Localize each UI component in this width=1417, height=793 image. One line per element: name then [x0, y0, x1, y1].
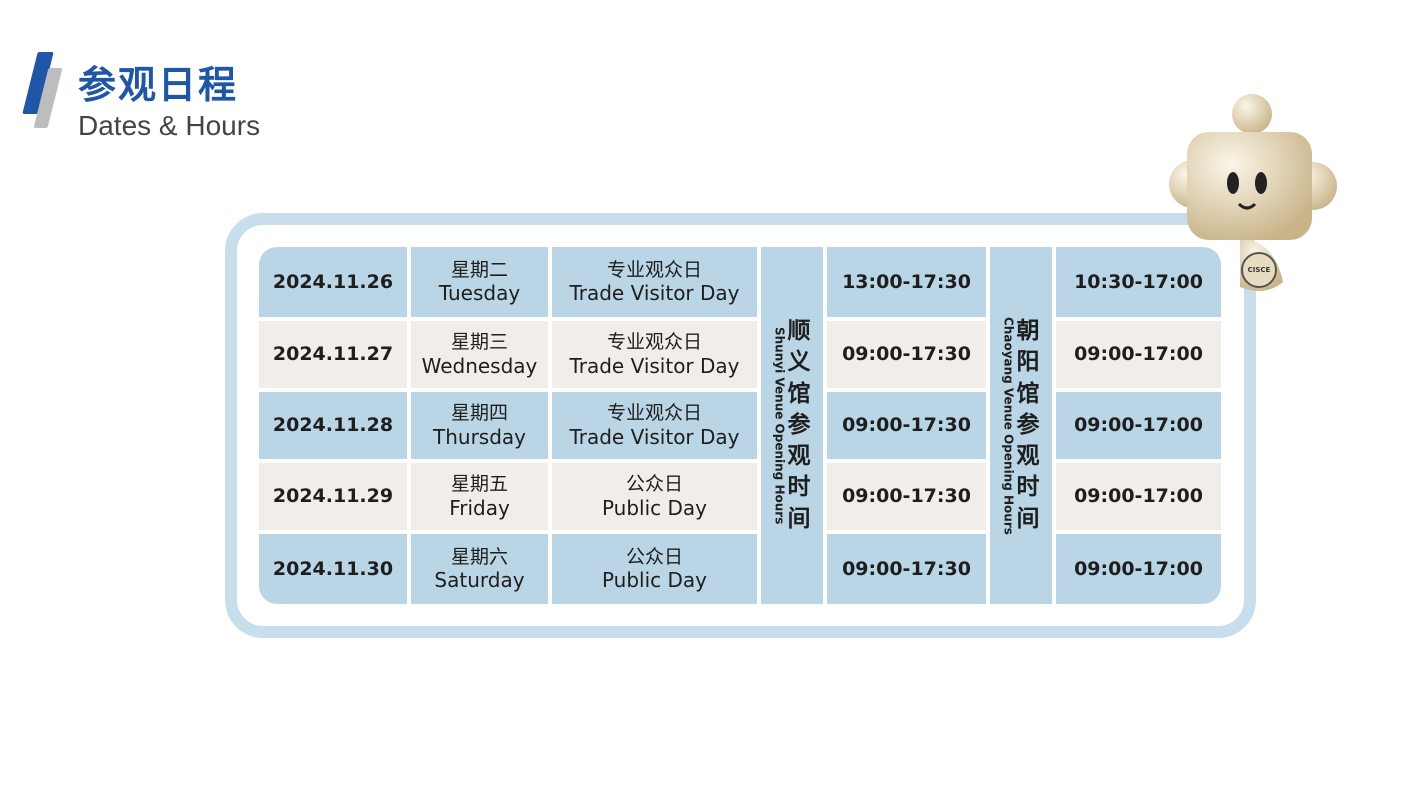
weekday-cell-text: Saturday	[434, 568, 525, 593]
schedule-table: 2024.11.26 星期二 Tuesday 专业观众日 Trade Visitor D…	[259, 247, 1221, 604]
shunyi-hours-cell: 09:00-17:30	[827, 534, 986, 604]
day-type-cell-text: 专业观众日	[606, 258, 702, 281]
label-char: 义	[787, 349, 811, 376]
label-char: 间	[787, 505, 811, 532]
label-char: 参	[1016, 411, 1040, 438]
weekday-cell: 星期三 Wednesday	[411, 321, 548, 388]
label-char: 馆	[1016, 380, 1040, 407]
mascot-image: CISCE	[1169, 94, 1337, 291]
weekday-cell: 星期四 Thursday	[411, 392, 548, 459]
weekday-cell-text: Thursday	[433, 424, 526, 449]
shunyi-hours-cell-text: 09:00-17:30	[842, 485, 971, 508]
page-title: 参观日程	[78, 63, 239, 107]
chaoyang-hours-cell-text: 10:30-17:00	[1074, 270, 1203, 293]
label-char: 顺	[787, 318, 811, 345]
chaoyang-venue-label-zh: 朝阳馆参观时间	[1017, 316, 1040, 535]
chaoyang-hours-cell: 09:00-17:00	[1056, 463, 1221, 530]
date-cell-text: 2024.11.29	[272, 485, 394, 508]
day-type-cell: 公众日 Public Day	[552, 534, 757, 604]
shunyi-hours-cell: 09:00-17:30	[827, 392, 986, 459]
weekday-cell-text: 星期六	[450, 545, 508, 568]
date-cell-text: 2024.11.28	[272, 414, 394, 437]
date-cell-text: 2024.11.26	[272, 270, 394, 293]
shunyi-hours-cell-text: 13:00-17:30	[842, 270, 971, 293]
chaoyang-hours-cell: 09:00-17:00	[1056, 321, 1221, 388]
label-char: 参	[787, 411, 811, 438]
day-type-cell-text: 公众日	[625, 545, 683, 568]
weekday-cell-text: Wednesday	[421, 353, 538, 378]
day-type-cell-text: Trade Visitor Day	[569, 424, 740, 449]
shunyi-hours-cell-text: 09:00-17:30	[842, 557, 971, 580]
chaoyang-hours-cell-text: 09:00-17:00	[1074, 557, 1203, 580]
chaoyang-hours-cell: 09:00-17:00	[1056, 392, 1221, 459]
chaoyang-venue-label-en: Chaoyang Venue Opening Hours	[1001, 316, 1016, 535]
shunyi-venue-label-zh: 顺义馆参观时间	[788, 316, 811, 535]
day-type-cell-text: 专业观众日	[606, 402, 702, 425]
day-type-cell: 专业观众日 Trade Visitor Day	[552, 321, 757, 388]
weekday-cell-text: Friday	[449, 495, 510, 520]
label-char: 观	[787, 443, 811, 470]
date-cell-text: 2024.11.30	[272, 557, 394, 580]
shunyi-hours-cell-text: 09:00-17:30	[842, 343, 971, 366]
mascot-badge-text: CISCE	[1248, 266, 1271, 274]
label-char: 阳	[1016, 349, 1040, 376]
chaoyang-venue-label: 朝阳馆参观时间 Chaoyang Venue Opening Hours	[990, 247, 1052, 604]
shunyi-venue-label-en: Shunyi Venue Opening Hours	[772, 326, 787, 525]
weekday-cell: 星期六 Saturday	[411, 534, 548, 604]
date-cell: 2024.11.27	[259, 321, 407, 388]
date-cell: 2024.11.30	[259, 534, 407, 604]
weekday-cell-text: 星期五	[450, 473, 508, 496]
day-type-cell-text: 专业观众日	[606, 331, 702, 354]
day-type-cell-text: Public Day	[601, 568, 708, 593]
day-type-cell-text: Trade Visitor Day	[569, 281, 740, 306]
label-char: 时	[787, 474, 811, 501]
weekday-cell-text: Tuesday	[438, 281, 521, 306]
day-type-cell: 专业观众日 Trade Visitor Day	[552, 392, 757, 459]
chaoyang-hours-cell: 09:00-17:00	[1056, 534, 1221, 604]
day-type-cell: 公众日 Public Day	[552, 463, 757, 530]
label-char: 间	[1016, 505, 1040, 532]
chaoyang-hours-cell: 10:30-17:00	[1056, 247, 1221, 317]
shunyi-venue-label: 顺义馆参观时间 Shunyi Venue Opening Hours	[761, 247, 823, 604]
day-type-cell-text: 公众日	[625, 473, 683, 496]
weekday-cell-text: 星期二	[450, 258, 508, 281]
mascot-badge	[1241, 252, 1277, 288]
shunyi-hours-cell: 09:00-17:30	[827, 463, 986, 530]
date-cell: 2024.11.29	[259, 463, 407, 530]
label-char: 时	[1016, 474, 1040, 501]
shunyi-hours-cell: 13:00-17:30	[827, 247, 986, 317]
weekday-cell: 星期二 Tuesday	[411, 247, 548, 317]
day-type-cell-text: Trade Visitor Day	[569, 353, 740, 378]
date-cell: 2024.11.26	[259, 247, 407, 317]
date-cell-text: 2024.11.27	[272, 343, 394, 366]
label-char: 观	[1016, 443, 1040, 470]
weekday-cell-text: 星期三	[450, 331, 508, 354]
page-subtitle: Dates & Hours	[78, 110, 261, 141]
day-type-cell: 专业观众日 Trade Visitor Day	[552, 247, 757, 317]
label-char: 馆	[787, 380, 811, 407]
weekday-cell: 星期五 Friday	[411, 463, 548, 530]
shunyi-hours-cell-text: 09:00-17:30	[842, 414, 971, 437]
chaoyang-hours-cell-text: 09:00-17:00	[1074, 343, 1203, 366]
label-char: 朝	[1016, 318, 1040, 345]
chaoyang-hours-cell-text: 09:00-17:00	[1074, 414, 1203, 437]
date-cell: 2024.11.28	[259, 392, 407, 459]
weekday-cell-text: 星期四	[450, 402, 508, 425]
chaoyang-hours-cell-text: 09:00-17:00	[1074, 485, 1203, 508]
shunyi-hours-cell: 09:00-17:30	[827, 321, 986, 388]
day-type-cell-text: Public Day	[601, 495, 708, 520]
